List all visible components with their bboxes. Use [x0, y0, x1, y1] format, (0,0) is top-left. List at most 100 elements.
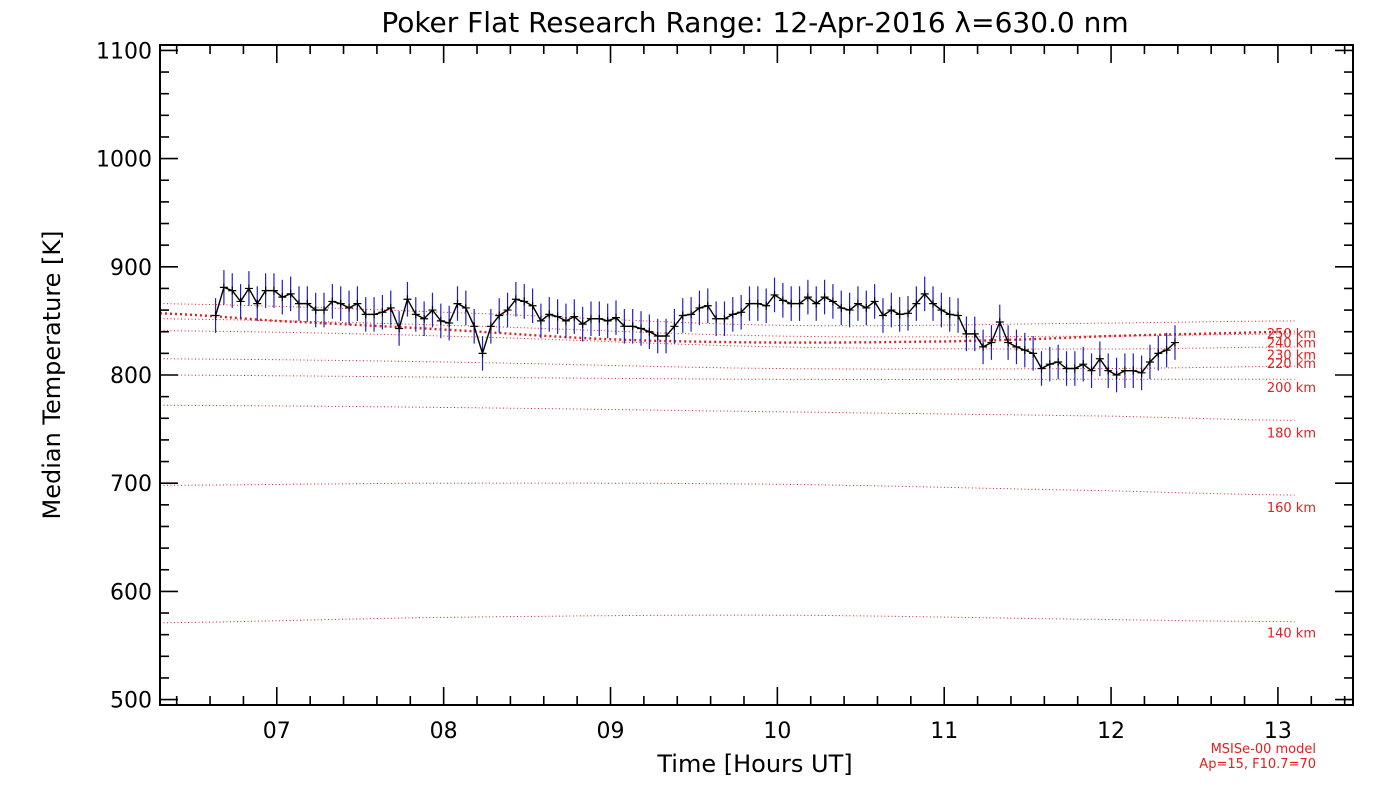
data-point [511, 295, 520, 304]
data-point [1154, 349, 1163, 358]
data-point [595, 314, 604, 323]
data-point [328, 297, 337, 306]
data-point [762, 301, 771, 310]
data-point [378, 308, 387, 317]
data-point [837, 303, 846, 312]
model-curve-230-km [159, 330, 1295, 350]
model-curve-140-km [159, 614, 1295, 624]
data-point [1070, 364, 1079, 373]
data-point [420, 314, 429, 323]
x-tick-label: 13 [1264, 719, 1292, 744]
data-point [1079, 360, 1088, 369]
data-point [345, 303, 354, 312]
data-point [570, 312, 579, 321]
data-point [795, 299, 804, 308]
data-layer [211, 0, 1179, 393]
data-point [261, 286, 270, 295]
data-point [1045, 360, 1054, 369]
temperature-series-line [214, 286, 1176, 376]
data-point [920, 289, 929, 298]
data-point [612, 313, 621, 322]
data-point [294, 299, 303, 308]
x-tick-label: 07 [263, 719, 291, 744]
data-point [211, 311, 220, 320]
data-point [1012, 342, 1021, 351]
data-point [954, 311, 963, 320]
data-point [411, 310, 420, 319]
data-point [1020, 346, 1029, 355]
y-tick-label: 600 [110, 580, 152, 605]
y-tick-label: 800 [110, 364, 152, 389]
data-point [545, 310, 554, 319]
data-point [728, 310, 737, 319]
data-point [712, 314, 721, 323]
data-point [1054, 358, 1063, 367]
data-point [253, 299, 262, 308]
data-point [820, 293, 829, 302]
data-point [1087, 366, 1096, 375]
model-name-note: MSISe-00 model [1211, 742, 1316, 757]
data-point [436, 316, 445, 325]
axes-layer: 500 600 700 800 900 1000 1100 07 08 09 10 11 12 13 [96, 39, 1354, 744]
data-point [995, 317, 1004, 326]
data-point [803, 293, 812, 302]
y-tick-label: 700 [110, 472, 152, 497]
data-point [703, 301, 712, 310]
data-point [320, 306, 329, 315]
x-axis-label: Time [Hours UT] [656, 750, 852, 778]
data-point [962, 329, 971, 338]
altitude-label: 250 km [1267, 327, 1316, 342]
data-point [244, 284, 253, 293]
data-point [653, 332, 662, 341]
data-point [787, 299, 796, 308]
model-curve-200-km [160, 374, 1295, 380]
data-point [453, 299, 462, 308]
data-point [620, 322, 629, 331]
data-point [536, 316, 545, 325]
data-point [470, 322, 479, 331]
data-point [828, 297, 837, 306]
data-point [278, 293, 287, 302]
data-point [695, 303, 704, 312]
data-point [862, 303, 871, 312]
altitude-label: 230 km [1267, 349, 1316, 364]
model-curve-160-km [159, 482, 1295, 496]
model-curve-220-km [160, 358, 1295, 370]
data-point [219, 283, 228, 292]
model-curve-240-km [159, 318, 1295, 338]
y-tick-label: 500 [110, 689, 152, 714]
altitude-label: 160 km [1267, 501, 1316, 516]
data-point [929, 299, 938, 308]
x-tick-label: 08 [430, 719, 458, 744]
data-point [887, 306, 896, 315]
data-point [495, 311, 504, 320]
data-point [1037, 364, 1046, 373]
data-point [353, 299, 362, 308]
data-point [1112, 371, 1121, 379]
x-tick-label: 10 [763, 719, 791, 744]
data-point [645, 327, 654, 336]
chart-title: Poker Flat Research Range: 12-Apr-2016 λ… [381, 6, 1128, 39]
data-point [586, 314, 595, 323]
data-point [1095, 354, 1104, 363]
data-point [395, 324, 404, 333]
data-point [311, 306, 320, 315]
data-point [228, 286, 237, 295]
altitude-label: 180 km [1267, 426, 1316, 441]
plot-frame [159, 44, 1354, 706]
data-point [737, 308, 746, 317]
data-point [461, 303, 470, 312]
data-point [1104, 366, 1113, 375]
model-curve-180-km [160, 404, 1295, 421]
data-point [812, 299, 821, 308]
data-point [503, 306, 512, 315]
data-point [895, 310, 904, 319]
data-point [912, 299, 921, 308]
data-point [1004, 338, 1013, 347]
data-point [904, 309, 913, 318]
data-point [670, 322, 679, 331]
data-point [269, 286, 278, 295]
data-point [979, 342, 988, 351]
data-point [678, 311, 687, 320]
